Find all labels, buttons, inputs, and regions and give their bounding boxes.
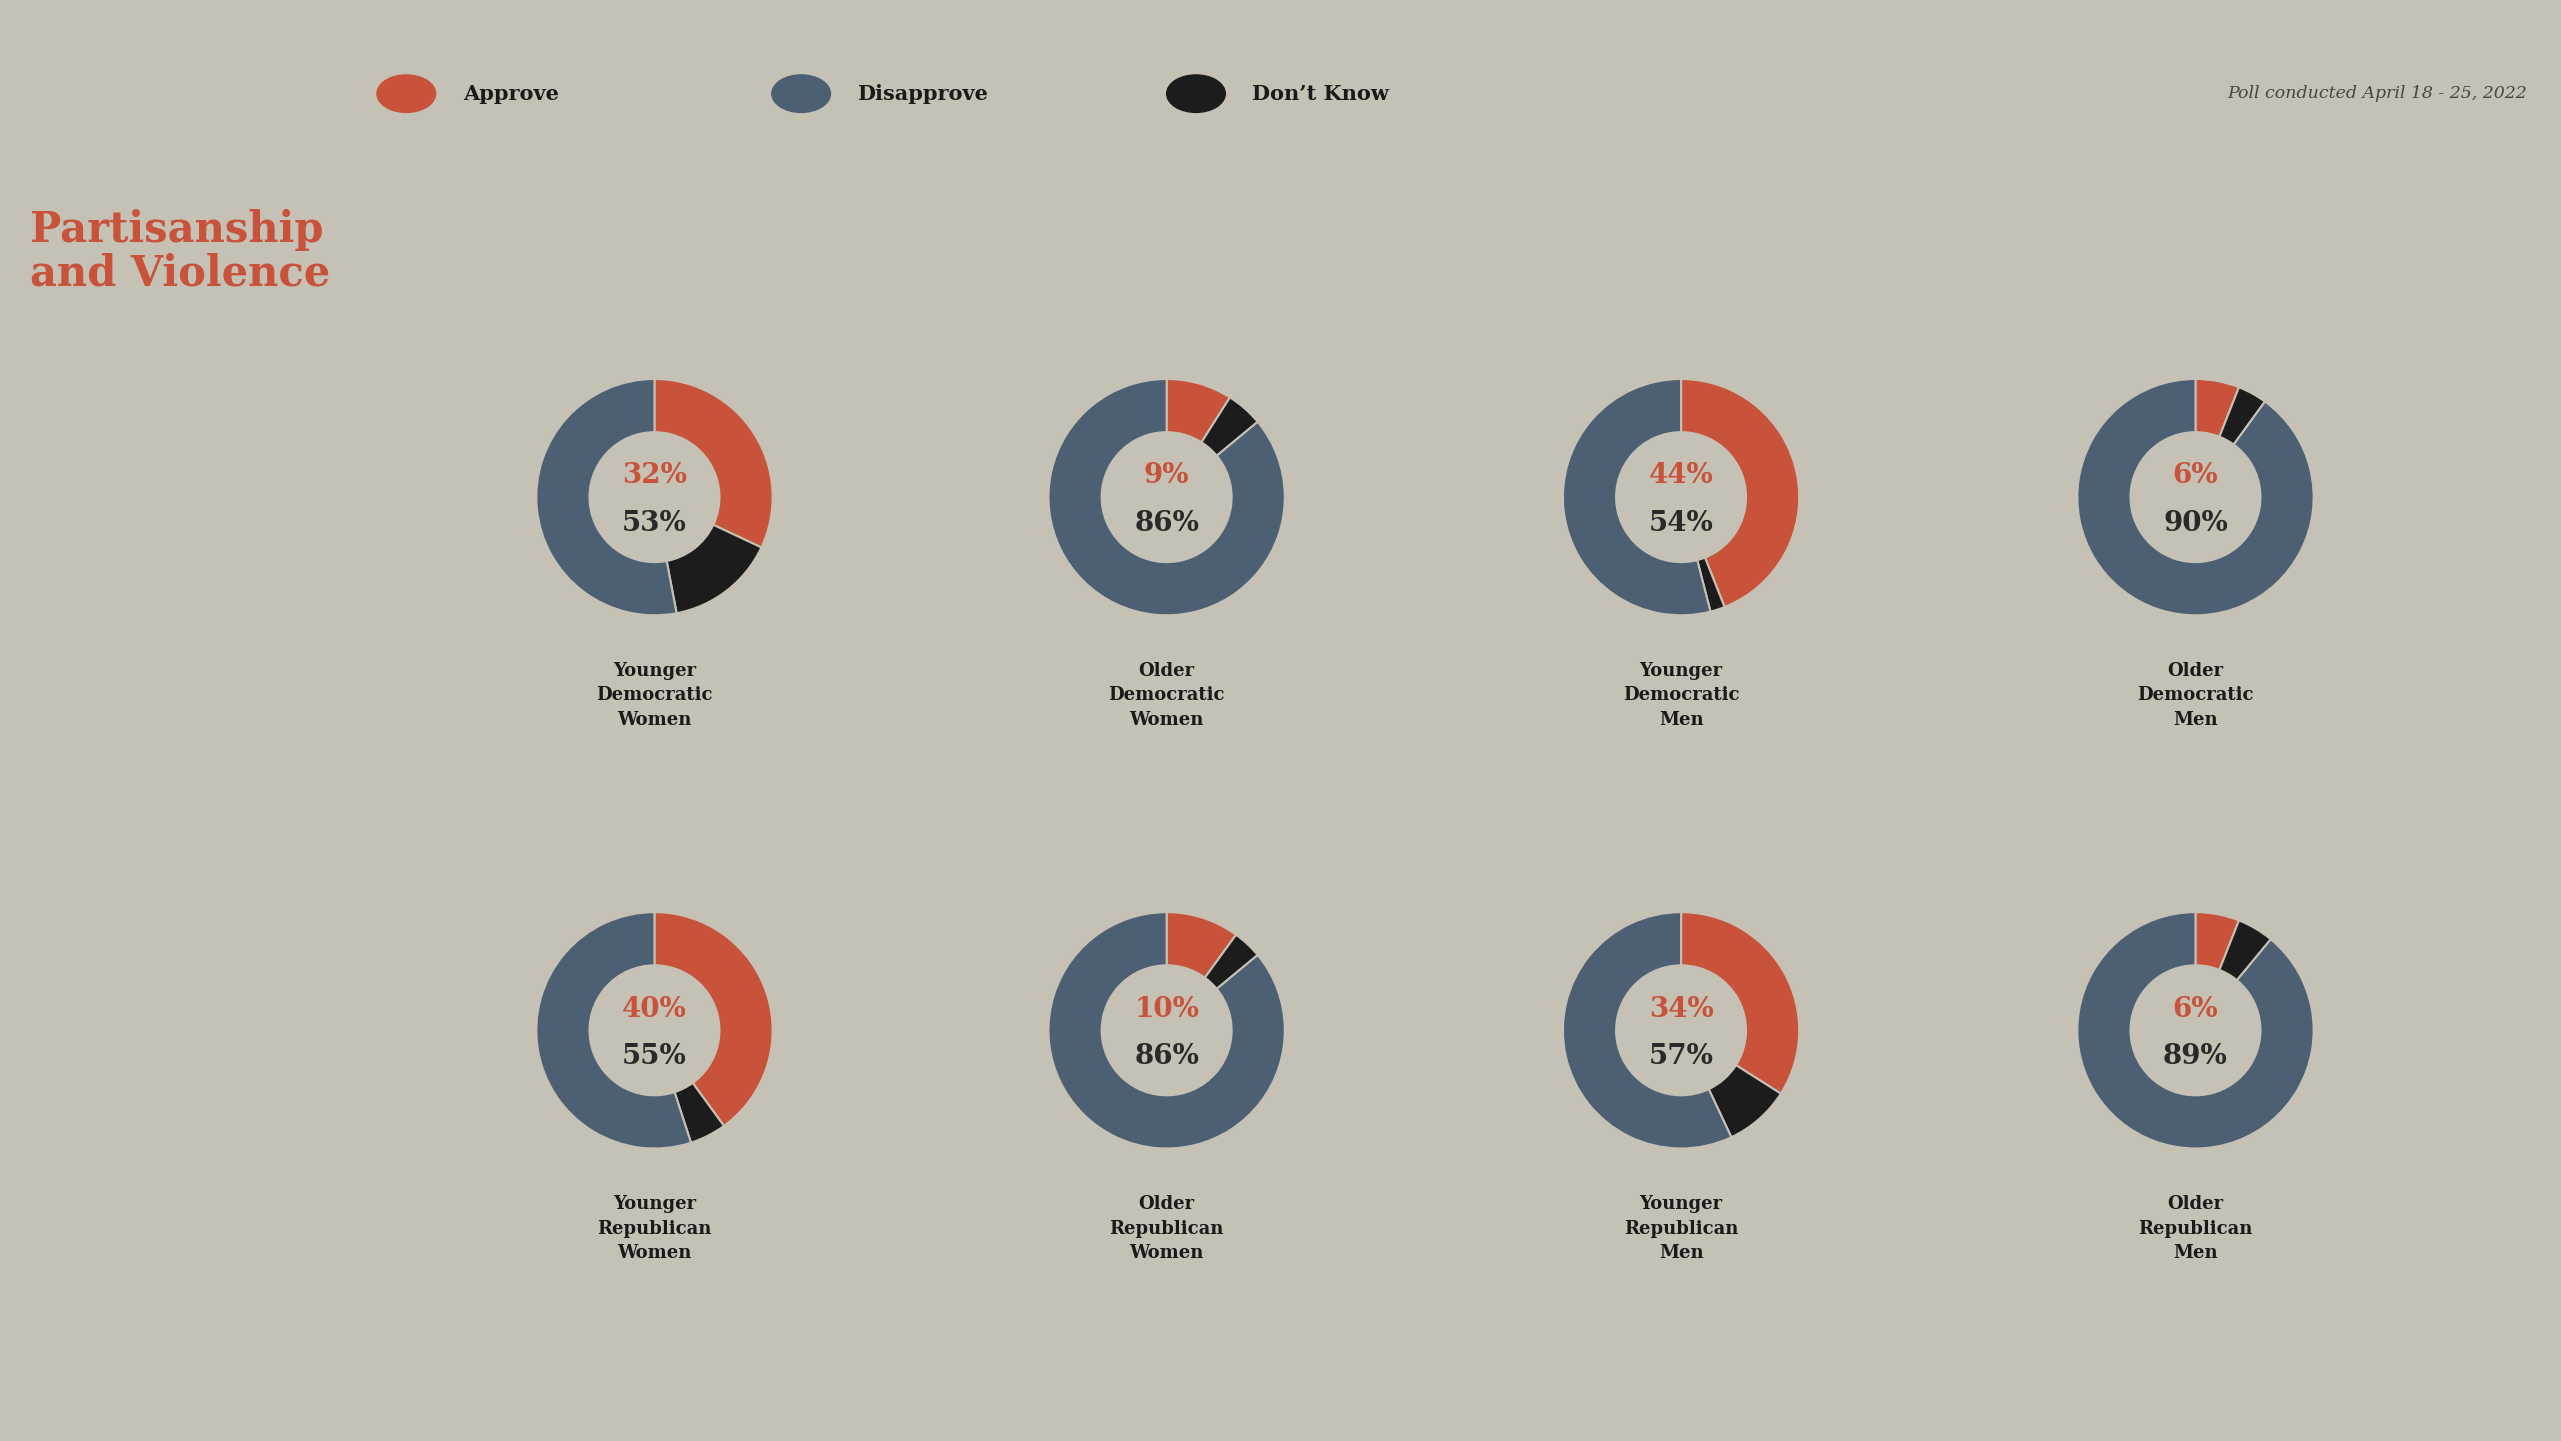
Text: 57%: 57% — [1649, 1043, 1713, 1069]
Text: 32%: 32% — [622, 463, 686, 490]
Text: Younger
Democratic
Women: Younger Democratic Women — [597, 663, 712, 729]
Wedge shape — [2220, 388, 2264, 445]
Wedge shape — [1168, 912, 1237, 978]
Wedge shape — [2220, 921, 2272, 980]
Text: Poll conducted April 18 - 25, 2022: Poll conducted April 18 - 25, 2022 — [2228, 85, 2528, 102]
Wedge shape — [656, 912, 773, 1125]
Wedge shape — [1047, 379, 1286, 615]
Text: 9%: 9% — [1145, 463, 1188, 490]
Text: Older
Republican
Men: Older Republican Men — [2138, 1196, 2254, 1262]
Text: 90%: 90% — [2164, 510, 2228, 536]
Wedge shape — [535, 379, 676, 615]
Text: 86%: 86% — [1135, 510, 1199, 536]
Wedge shape — [2195, 379, 2238, 437]
Text: Younger
Democratic
Men: Younger Democratic Men — [1624, 663, 1739, 729]
Wedge shape — [666, 525, 761, 614]
Wedge shape — [1680, 379, 1800, 607]
Wedge shape — [1708, 1065, 1780, 1137]
Wedge shape — [2195, 912, 2238, 970]
Text: 6%: 6% — [2172, 996, 2218, 1023]
Text: Older
Democratic
Women: Older Democratic Women — [1109, 663, 1224, 729]
Wedge shape — [656, 379, 773, 548]
Text: 6%: 6% — [2172, 463, 2218, 490]
Text: 40%: 40% — [622, 996, 686, 1023]
Text: Older
Democratic
Men: Older Democratic Men — [2138, 663, 2254, 729]
Wedge shape — [1562, 379, 1711, 615]
Text: Partisanship
and Violence: Partisanship and Violence — [31, 209, 330, 294]
Text: 54%: 54% — [1649, 510, 1713, 536]
Text: 44%: 44% — [1649, 463, 1713, 490]
Wedge shape — [1698, 558, 1724, 611]
Text: 53%: 53% — [622, 510, 686, 536]
Text: 89%: 89% — [2164, 1043, 2228, 1069]
Wedge shape — [2077, 379, 2313, 615]
Text: Disapprove: Disapprove — [858, 84, 989, 104]
Wedge shape — [1204, 935, 1257, 989]
Wedge shape — [674, 1082, 725, 1143]
Text: 55%: 55% — [622, 1043, 686, 1069]
Wedge shape — [1047, 912, 1286, 1148]
Text: Don’t Know: Don’t Know — [1252, 84, 1388, 104]
Wedge shape — [1562, 912, 1731, 1148]
Wedge shape — [1201, 398, 1257, 455]
Circle shape — [1168, 75, 1224, 112]
Text: Younger
Republican
Women: Younger Republican Women — [597, 1196, 712, 1262]
Text: 86%: 86% — [1135, 1043, 1199, 1069]
Wedge shape — [2077, 912, 2313, 1148]
Text: Younger = <50 , Older = 50+: Younger = <50 , Older = 50+ — [31, 641, 289, 656]
Text: 34%: 34% — [1649, 996, 1713, 1023]
Circle shape — [376, 75, 435, 112]
Text: SECTION 4: SECTION 4 — [31, 94, 146, 112]
Circle shape — [771, 75, 830, 112]
Text: Total approval for “assassinating
a politician who is harming the
country or our: Total approval for “assassinating a poli… — [31, 454, 279, 512]
Text: 10%: 10% — [1135, 996, 1199, 1023]
Wedge shape — [1680, 912, 1800, 1094]
Wedge shape — [535, 912, 691, 1148]
Wedge shape — [1168, 379, 1229, 442]
Text: Younger
Republican
Men: Younger Republican Men — [1624, 1196, 1739, 1262]
Text: Older
Republican
Women: Older Republican Women — [1109, 1196, 1224, 1262]
Text: Approve: Approve — [464, 84, 558, 104]
